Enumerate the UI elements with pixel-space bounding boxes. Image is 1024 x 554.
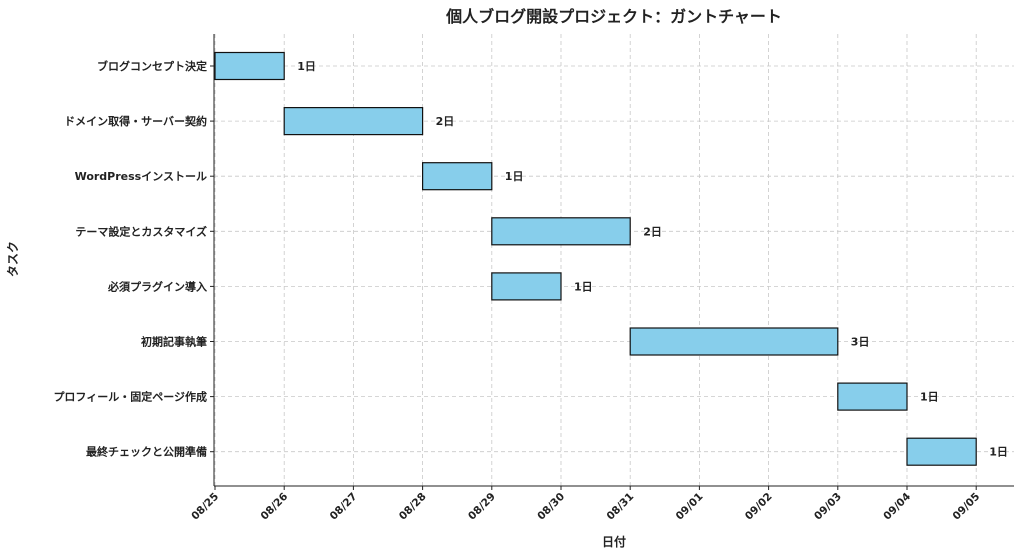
duration-label: 1日 <box>297 60 316 73</box>
task-label: 必須プラグイン導入 <box>107 279 207 293</box>
task-bar <box>491 272 562 301</box>
duration-label: 1日 <box>989 446 1008 459</box>
x-tick-label: 08/25 <box>189 491 221 523</box>
y-axis-label: タスク <box>6 241 20 277</box>
task-bar <box>837 382 908 411</box>
duration-label: 1日 <box>920 391 939 404</box>
x-tick-label: 08/27 <box>328 491 360 523</box>
duration-label: 2日 <box>643 225 662 238</box>
task-bar <box>422 162 493 191</box>
x-tick-label: 09/02 <box>743 491 775 523</box>
x-tick-label: 08/30 <box>535 491 567 523</box>
x-tick-label: 09/05 <box>950 491 982 523</box>
task-bar <box>906 437 977 466</box>
task-label: ブログコンセプト決定 <box>97 59 207 73</box>
x-tick-label: 09/04 <box>881 491 913 523</box>
task-bar <box>283 106 424 136</box>
x-tick-label: 09/01 <box>674 491 706 523</box>
task-bar <box>214 51 285 81</box>
duration-label: 2日 <box>436 115 455 128</box>
task-label: ドメイン取得・サーバー契約 <box>64 114 207 128</box>
task-label: 初期記事執筆 <box>141 335 207 349</box>
task-bar <box>491 217 631 246</box>
x-tick-label: 08/28 <box>397 491 429 523</box>
x-tick-label: 08/29 <box>466 491 498 523</box>
duration-label: 3日 <box>851 336 870 349</box>
x-tick-label: 08/31 <box>604 491 636 523</box>
task-bar <box>629 327 839 356</box>
task-label: WordPressインストール <box>75 170 207 183</box>
task-label: 最終チェックと公開準備 <box>86 445 207 459</box>
axis-layer <box>210 34 1014 490</box>
bar-layer <box>214 51 977 466</box>
x-tick-label: 09/03 <box>812 491 844 523</box>
x-tick-label: 08/26 <box>258 491 290 523</box>
duration-label: 1日 <box>574 280 593 293</box>
task-label: プロフィール・固定ページ作成 <box>53 390 207 404</box>
task-label: テーマ設定とカスタマイズ <box>75 224 207 238</box>
x-axis-label: 日付 <box>602 534 626 549</box>
duration-label: 1日 <box>505 170 524 183</box>
chart-title: 個人ブログ開設プロジェクト：ガントチャート <box>445 7 782 26</box>
grid-layer <box>214 34 1014 486</box>
